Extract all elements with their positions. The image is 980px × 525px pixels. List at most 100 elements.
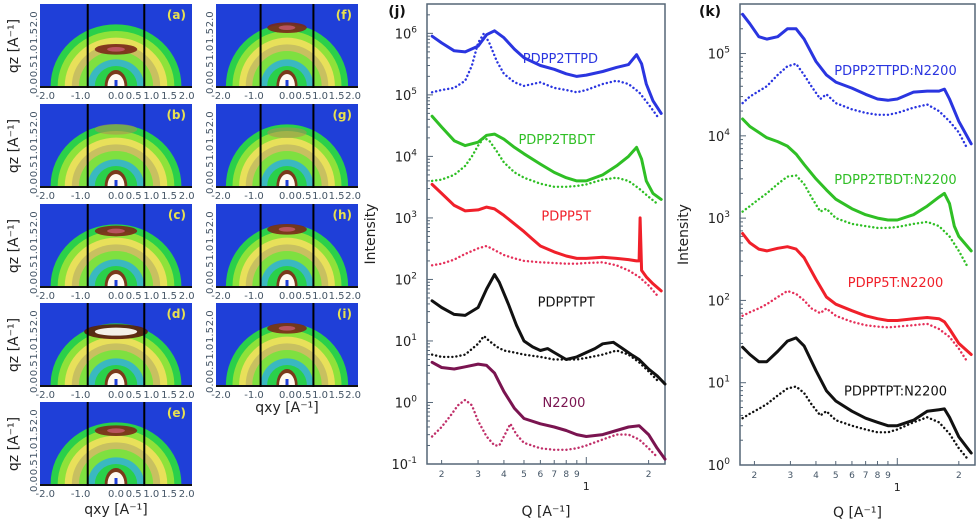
x-tick-label: 5: [521, 470, 527, 480]
chart-j: 10-1 100 101 102 103 104 105 106 2 3 4 5 6 7 8 91 2 Q [A⁻…: [363, 3, 667, 520]
y-tick-label: 0.0: [205, 377, 216, 393]
x-tick-label: 7: [863, 471, 869, 481]
y-tick-label: 0.5: [29, 459, 40, 475]
horizon-line: [40, 286, 192, 288]
beamstop: [285, 379, 289, 385]
series-n2200-solid: [430, 360, 667, 461]
series-pdpptpt-solid: [430, 273, 667, 386]
y-tick-label: 1.0: [205, 145, 216, 161]
series-label: PDPP2TBDT:N2200: [834, 173, 956, 188]
x-tick-label: 1.5: [161, 91, 177, 102]
x-tick-label: -2.0: [36, 91, 56, 102]
y-tick-label: 105: [395, 87, 417, 104]
y-tick-label: 106: [395, 25, 418, 42]
horizon-line: [216, 186, 358, 188]
beamstop: [285, 180, 289, 186]
beamstop: [114, 478, 118, 484]
x-tick-label: -1.0: [244, 390, 264, 401]
x-tick-label: 1.5: [329, 191, 345, 202]
y-tick-label: 0.0: [205, 278, 216, 294]
x-tick-label: 2: [956, 471, 962, 481]
x-tick-label: 5: [833, 471, 839, 481]
x-tick-label: 2.0: [179, 489, 195, 500]
giwaxs-panel-h: (h)-2.0 -1.0 0.0 0.5 1.0 1.5 2.00.00.51.01.52.…: [205, 204, 361, 302]
beamstop: [114, 80, 118, 86]
series-label: PDPP2TTPD:N2200: [834, 64, 957, 79]
x-tick-label: 1.5: [161, 489, 177, 500]
y-tick-label: 1.5: [205, 327, 216, 343]
x-tick-label: 0.0: [279, 390, 295, 401]
y-tick-label: 0.0: [205, 78, 216, 94]
x-tick-label: -1.0: [71, 489, 91, 500]
y-tick-label: 1.5: [205, 28, 216, 44]
beamstop: [114, 180, 118, 186]
series-pdpp2ttpd-solid: [430, 29, 663, 115]
x-tick-label: 0.5: [296, 291, 312, 302]
x-tick-label: 9: [574, 470, 580, 480]
x-tick-label: 3: [475, 470, 481, 480]
x-tick-label: -2.0: [211, 91, 231, 102]
panel-label: (g): [332, 108, 352, 122]
panel-label: (e): [167, 406, 186, 420]
y-tick-label: 2.0: [29, 310, 40, 326]
panel-label: (h): [332, 208, 352, 222]
x-tick-label: 0.5: [296, 390, 312, 401]
giwaxs-panel-a: (a)-2.0 -1.0 0.0 0.5 1.0 1.5 2.00.00.51.01.52.…: [6, 4, 195, 102]
y-tick-label: 105: [708, 46, 730, 63]
x-tick-label: -2.0: [36, 191, 56, 202]
series-pdpp5t-solid: [430, 182, 663, 293]
x-tick-label: 6: [538, 470, 544, 480]
x-tick-label: 1.0: [143, 291, 159, 302]
pi-stacking-peak: [267, 127, 307, 138]
series-label: PDPPTPT: [538, 296, 595, 311]
y-tick-label: 1.0: [205, 45, 216, 61]
x-tick-label: 1.0: [312, 91, 328, 102]
y-tick-label: 0.5: [29, 261, 40, 277]
x-tick-label: -2.0: [36, 489, 56, 500]
panel-label: (j): [388, 4, 406, 20]
series-pdpp2tbdt-n2200-solid: [741, 117, 973, 253]
y-tick-label: 100: [395, 394, 418, 411]
x-tick-label: 0.5: [126, 291, 142, 302]
x-tick-label: 1.0: [143, 390, 159, 401]
x-tick-label: 2.0: [345, 191, 361, 202]
x-tick-label: 2.0: [179, 191, 195, 202]
giwaxs-panel-c: (c)-2.0 -1.0 0.0 0.5 1.0 1.5 2.00.00.51.01.52.…: [6, 204, 195, 302]
horizon-line: [40, 385, 192, 387]
y-tick-label: 2.0: [29, 111, 40, 127]
x-tick-label: -1.0: [244, 291, 264, 302]
y-tick-label: 0.5: [29, 360, 40, 376]
series-n2200-dotted: [430, 398, 659, 459]
x-tick-label: 1.0: [312, 291, 328, 302]
panel-label: (i): [337, 307, 352, 321]
x-tick-label: 0.5: [296, 91, 312, 102]
x-tick-label: 6: [849, 471, 855, 481]
series-label: PDPPTPT:N2200: [844, 384, 947, 399]
x-tick-label: 0.5: [126, 91, 142, 102]
x-tick-label: -1.0: [71, 91, 91, 102]
horizon-line: [216, 86, 358, 88]
x-tick-label: -1.0: [71, 390, 91, 401]
y-tick-label: 1.5: [29, 327, 40, 343]
series-pdpp5t-n2200-dotted: [741, 289, 969, 363]
y-tick-label: 101: [395, 333, 417, 350]
peak-core: [278, 326, 296, 331]
y-axis-title: Intensity: [363, 204, 379, 265]
y-tick-label: 101: [708, 375, 730, 392]
x-tick-label: -1.0: [244, 91, 264, 102]
x-tick-label: 1.0: [143, 91, 159, 102]
x-axis-title: qxy [A⁻¹]: [255, 400, 318, 416]
x-tick-label: 0.5: [296, 191, 312, 202]
panel-label: (a): [167, 8, 186, 22]
panel-label: (f): [336, 8, 352, 22]
y-tick-label: 1.5: [29, 28, 40, 44]
y-tick-label: 104: [395, 148, 418, 165]
y-tick-label: 1.5: [29, 228, 40, 244]
beamstop: [114, 280, 118, 286]
x-tick-label: -2.0: [211, 390, 231, 401]
x-axis-title: qxy [A⁻¹]: [84, 502, 147, 518]
y-tick-label: 1.0: [29, 145, 40, 161]
x-tick-label: 8: [563, 470, 569, 480]
series-pdpp5t-n2200-solid: [741, 232, 973, 356]
